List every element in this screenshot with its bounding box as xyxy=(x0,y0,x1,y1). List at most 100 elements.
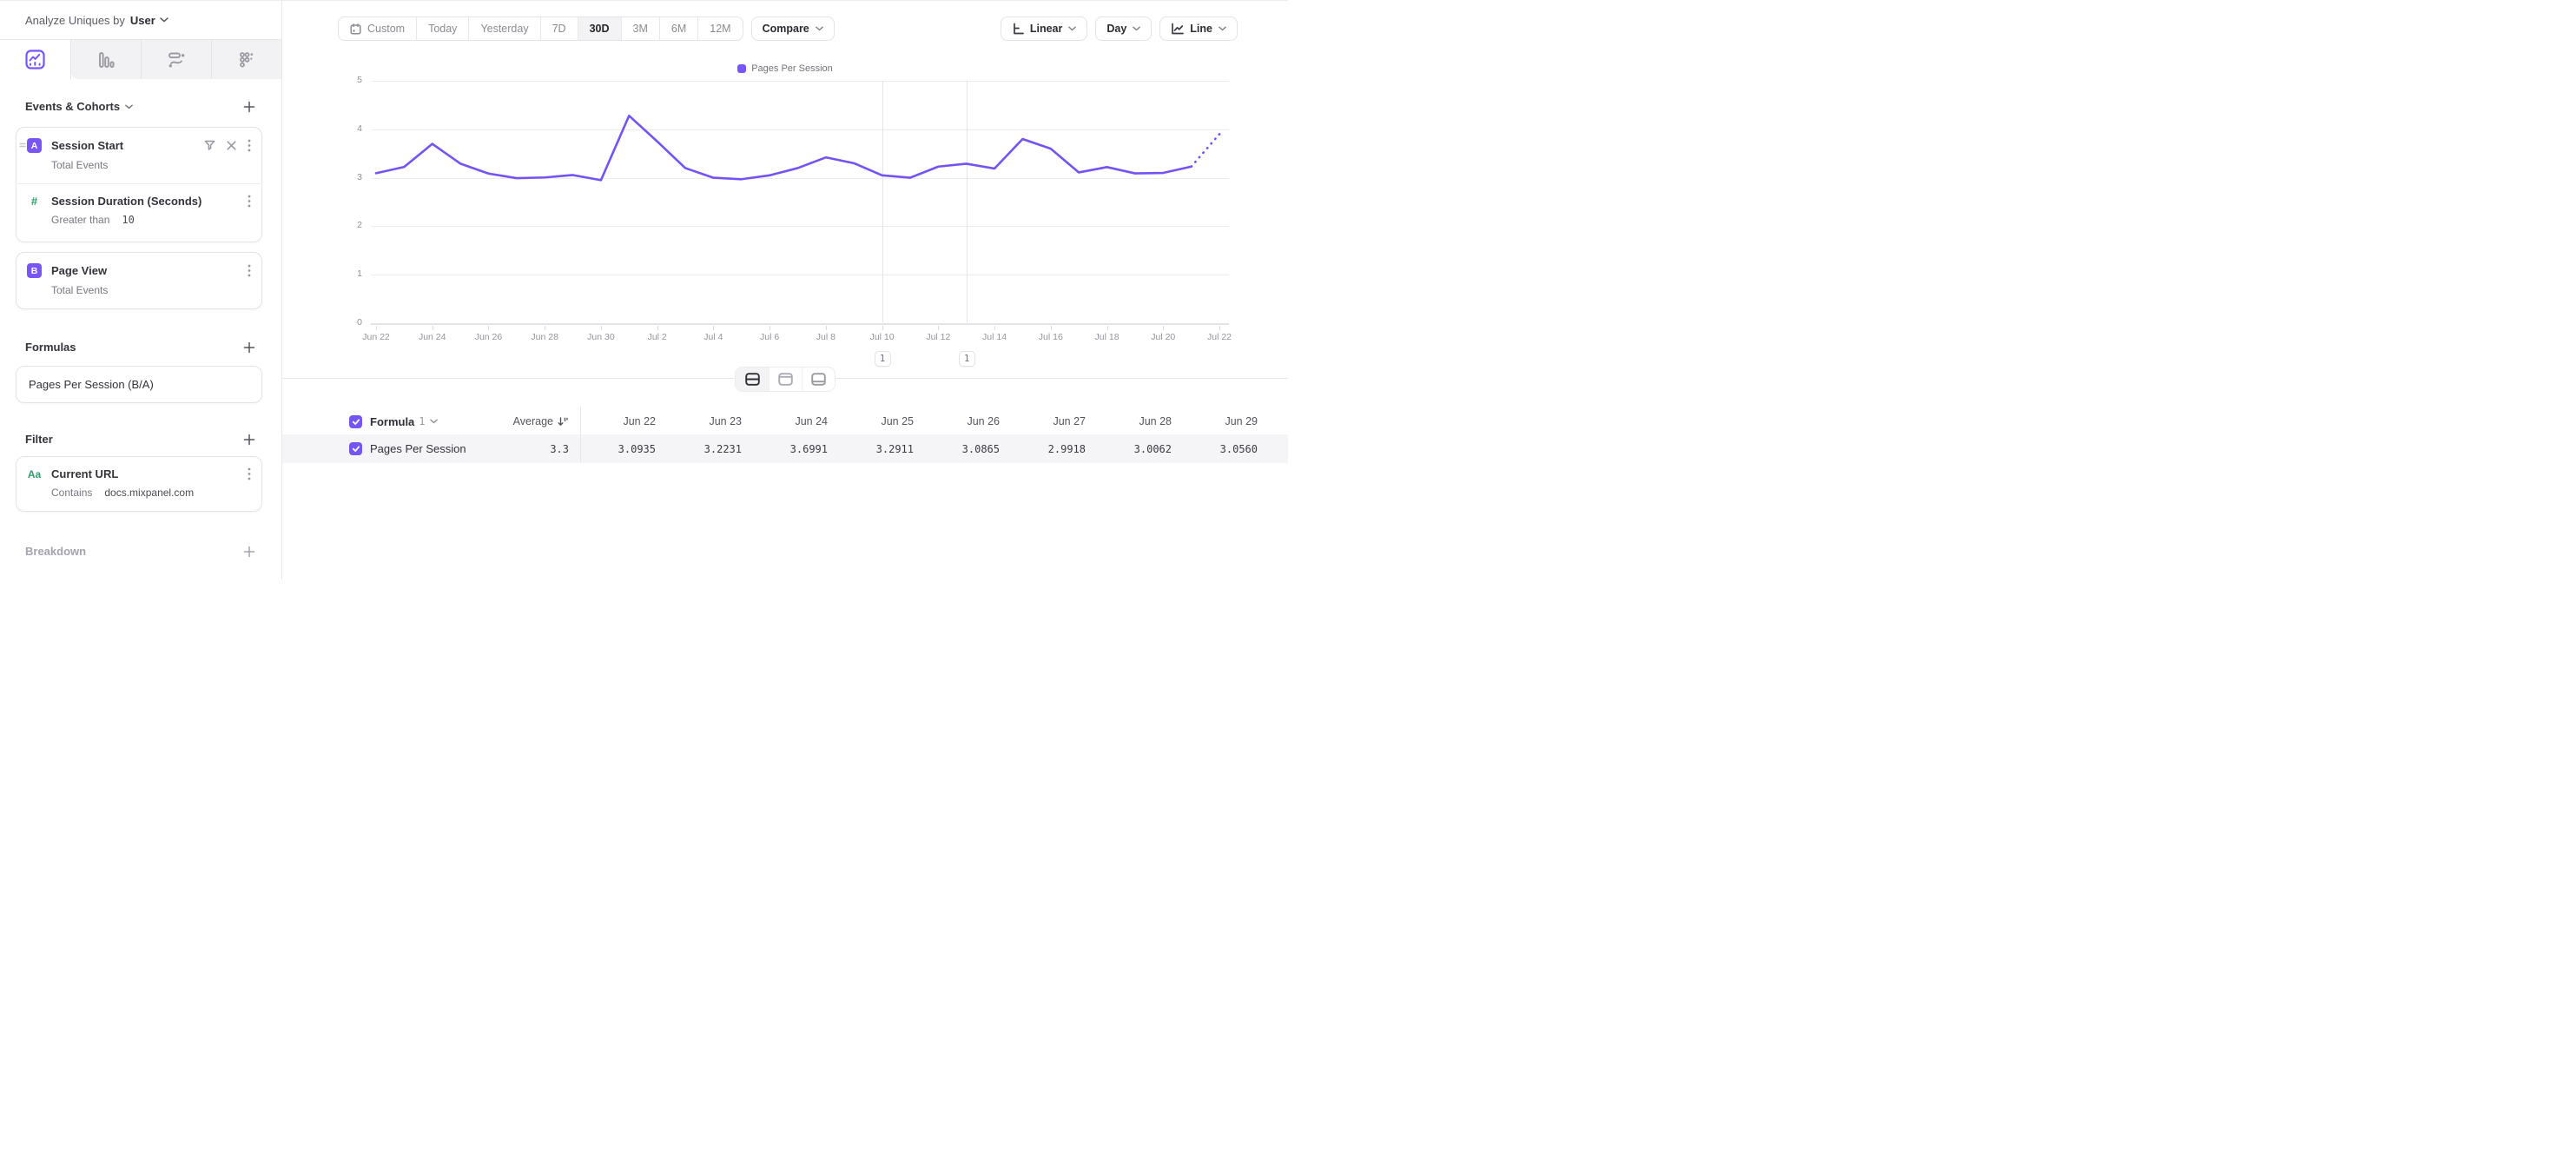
interval-button[interactable]: Day xyxy=(1095,17,1153,41)
filter-row-current-url[interactable]: Aa Current URL Contains docs.mixpanel.co… xyxy=(17,457,261,511)
x-axis-tick xyxy=(488,326,490,330)
add-event-button[interactable] xyxy=(243,101,255,113)
kebab-menu-icon[interactable] xyxy=(248,195,251,208)
filter-property-name[interactable]: Current URL xyxy=(51,467,119,480)
event-aggregation[interactable]: Total Events xyxy=(51,159,109,171)
range-label: 3M xyxy=(632,23,648,35)
date-range-segmented-control: Custom Today Yesterday 7D 30D 3M 6M 12M xyxy=(338,17,743,41)
filter-section-header: Filter xyxy=(0,433,281,446)
x-axis-tick xyxy=(376,326,377,330)
event-row-page-view[interactable]: B Page View Total Events xyxy=(17,253,261,308)
table-col-header: Jun 26 xyxy=(967,415,1000,427)
filter-operator[interactable]: Contains xyxy=(51,487,93,499)
analyze-by-dropdown[interactable]: User xyxy=(130,14,168,27)
kebab-menu-icon[interactable] xyxy=(248,264,251,277)
range-3m[interactable]: 3M xyxy=(620,17,659,40)
range-label: 6M xyxy=(670,23,687,35)
x-axis-tick-label: Jul 14 xyxy=(982,332,1007,342)
split-view-button[interactable] xyxy=(736,368,769,391)
chevron-down-icon xyxy=(125,104,133,109)
range-yesterday[interactable]: Yesterday xyxy=(468,17,539,40)
table-value-cell: 3.6991 xyxy=(789,442,828,455)
remove-event-icon[interactable] xyxy=(227,141,236,150)
chart-type-button[interactable]: Line xyxy=(1159,17,1238,41)
kebab-menu-icon[interactable] xyxy=(248,467,251,480)
filter-card-current-url: Aa Current URL Contains docs.mixpanel.co… xyxy=(16,456,262,512)
add-formula-button[interactable] xyxy=(243,341,255,354)
add-breakdown-button[interactable] xyxy=(243,546,255,558)
annotation-badge[interactable]: 1 xyxy=(958,351,975,367)
drag-handle-icon[interactable] xyxy=(19,142,26,149)
annotation-line xyxy=(882,81,883,322)
filter-value[interactable]: docs.mixpanel.com xyxy=(104,487,195,499)
tab-flows[interactable] xyxy=(141,40,211,79)
x-axis-tick-label: Jul 12 xyxy=(926,332,951,342)
chart-only-view-button[interactable] xyxy=(769,368,802,391)
tab-insights[interactable] xyxy=(0,40,70,79)
chevron-down-icon xyxy=(160,17,168,23)
table-header-row: Formula 1 Average Jun 22 Jun 23 Jun 24 Jun … xyxy=(282,408,1288,434)
event-name[interactable]: Page View xyxy=(51,264,108,277)
tab-funnels[interactable] xyxy=(70,40,141,79)
range-30d[interactable]: 30D xyxy=(577,17,621,40)
property-name[interactable]: Session Duration (Seconds) xyxy=(51,195,202,208)
event-row-session-start[interactable]: A Session Start T xyxy=(17,128,261,183)
series-name-cell[interactable]: Pages Per Session xyxy=(370,442,466,455)
x-axis-tick-label: Jul 8 xyxy=(816,332,836,342)
table-value-cell: 2.9918 xyxy=(1047,442,1086,455)
table-col-header: Jun 28 xyxy=(1139,415,1172,427)
chevron-down-icon xyxy=(1068,26,1077,31)
event-name[interactable]: Session Start xyxy=(51,139,124,152)
group-label: Formula xyxy=(370,414,415,428)
legend-item-pages-per-session[interactable]: Pages Per Session xyxy=(737,63,833,74)
event-aggregation[interactable]: Total Events xyxy=(51,284,109,296)
property-row-session-duration[interactable]: # Session Duration (Seconds) Greater tha… xyxy=(17,184,261,242)
table-value-cell: 3.0935 xyxy=(618,442,656,455)
table-col-header: Jun 29 xyxy=(1225,415,1258,427)
filter-header-label: Filter xyxy=(25,433,53,446)
tab-retention[interactable] xyxy=(211,40,281,79)
date-column-headers: Jun 22 Jun 23 Jun 24 Jun 25 Jun 26 Jun 27 Jun … xyxy=(580,415,1268,427)
range-today[interactable]: Today xyxy=(416,17,468,40)
chevron-down-icon xyxy=(1133,26,1141,31)
y-scale-label: Linear xyxy=(1029,23,1063,35)
table-only-view-button[interactable] xyxy=(802,368,835,391)
date-value-cells: 3.0935 3.2231 3.6991 3.2911 3.0865 2.9918 3.00… xyxy=(580,443,1268,455)
breakdown-section-header: Breakdown xyxy=(0,545,281,558)
funnel-bars-icon xyxy=(96,50,116,70)
filter-funnel-icon[interactable] xyxy=(204,140,215,151)
events-header-title[interactable]: Events & Cohorts xyxy=(25,100,133,113)
x-axis-tick-label: Jun 24 xyxy=(418,332,446,342)
range-7d[interactable]: 7D xyxy=(539,17,578,40)
x-axis-tick-label: Jun 26 xyxy=(474,332,503,342)
legend-label: Pages Per Session xyxy=(751,63,833,74)
gridline-y4 xyxy=(371,129,1229,130)
filter-operator[interactable]: Greater than xyxy=(51,214,110,226)
y-scale-button[interactable]: Linear xyxy=(1000,17,1088,41)
annotation-badge[interactable]: 1 xyxy=(874,351,891,367)
report-main: Custom Today Yesterday 7D 30D 3M 6M 12M Compare… xyxy=(282,1,1288,580)
compare-button[interactable]: Compare xyxy=(750,17,835,41)
x-axis-tick-label: Jul 4 xyxy=(703,332,723,342)
select-all-checkbox[interactable] xyxy=(349,414,362,428)
x-axis-tick xyxy=(657,326,658,330)
formula-input[interactable]: Pages Per Session (B/A) xyxy=(16,366,262,403)
group-by-dropdown[interactable]: Formula 1 xyxy=(370,415,438,428)
table-value-cell: 3.0062 xyxy=(1133,442,1172,455)
range-label: 30D xyxy=(589,23,610,35)
events-header-label: Events & Cohorts xyxy=(25,100,121,113)
range-6m[interactable]: 6M xyxy=(658,17,697,40)
x-axis-tick xyxy=(769,326,771,330)
event-letter-badge: A xyxy=(27,138,42,153)
y-axis-tick-label: 5 xyxy=(357,75,362,85)
range-12m[interactable]: 12M xyxy=(697,17,742,40)
average-column-header[interactable]: Average xyxy=(487,415,580,427)
layout-toggle-group xyxy=(735,367,836,392)
kebab-menu-icon[interactable] xyxy=(248,139,251,152)
add-filter-button[interactable] xyxy=(243,434,255,446)
event-card-page-view: B Page View Total Events xyxy=(16,252,262,309)
gridline-y0 xyxy=(371,323,1229,325)
range-custom[interactable]: Custom xyxy=(339,17,416,40)
row-checkbox[interactable] xyxy=(349,442,362,455)
filter-value[interactable]: 10 xyxy=(122,214,135,226)
